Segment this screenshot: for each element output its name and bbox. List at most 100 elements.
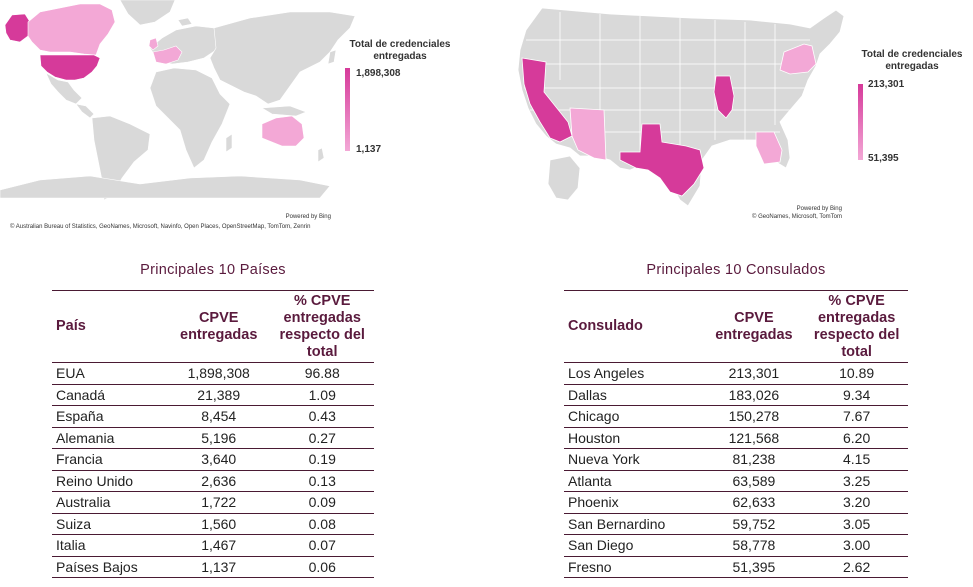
- map-region-illinois[interactable]: [713, 75, 735, 119]
- table-cell-percent: 0.13: [270, 470, 374, 492]
- table-cell-percent: 2.62: [805, 556, 908, 578]
- map-region-new-york[interactable]: [779, 43, 817, 75]
- table-row: San Bernardino 59,752 3.05: [564, 513, 908, 535]
- table-row: Alemania 5,196 0.27: [52, 427, 374, 449]
- column-header-consulado: Consulado: [564, 290, 703, 363]
- map-region-new-zealand[interactable]: [317, 147, 325, 163]
- table-cell-name: Australia: [52, 491, 167, 514]
- table-cell-percent: 6.20: [805, 427, 908, 449]
- world-map: Total de credenciales entregadas 1,898,3…: [0, 0, 451, 230]
- table-cell-percent: 7.67: [805, 405, 908, 428]
- map-region-indonesia[interactable]: [261, 105, 307, 117]
- map-region-usa[interactable]: [39, 54, 101, 81]
- table-cell-cpve: 21,389: [166, 384, 271, 406]
- table-cell-name: Los Angeles: [564, 362, 703, 385]
- table-cell-percent: 0.09: [270, 491, 374, 514]
- table-row: Países Bajos 1,137 0.06: [52, 556, 374, 578]
- powered-by-label: Powered by Bing: [797, 206, 842, 212]
- map-region-georgia[interactable]: [755, 131, 783, 165]
- table-row: Nueva York 81,238 4.15: [564, 448, 908, 471]
- legend-color-ramp: [858, 84, 863, 160]
- table-cell-percent: 9.34: [805, 384, 908, 406]
- table-cell-cpve: 183,026: [702, 384, 806, 406]
- map-region-mexico[interactable]: [45, 72, 83, 105]
- table-cell-cpve: 1,898,308: [166, 362, 271, 385]
- table-row: Los Angeles 213,301 10.89: [564, 362, 908, 385]
- map-region-alaska[interactable]: [4, 13, 31, 43]
- legend-min-label: 51,395: [868, 153, 899, 164]
- table-cell-name: Phoenix: [564, 491, 703, 514]
- table-cell-name: Suiza: [52, 513, 167, 535]
- table-cell-name: San Bernardino: [564, 513, 703, 535]
- table-row: Reino Unido 2,636 0.13: [52, 470, 374, 492]
- usa-states: [517, 7, 845, 207]
- consulados-table-title: Principales 10 Consulados: [646, 262, 826, 278]
- table-cell-name: Canadá: [52, 384, 167, 406]
- map-region-uk[interactable]: [148, 37, 159, 51]
- table-cell-percent: 3.20: [805, 491, 908, 514]
- table-cell-name: Nueva York: [564, 448, 703, 471]
- map-region-texas[interactable]: [619, 123, 705, 197]
- map-region-japan[interactable]: [327, 49, 337, 65]
- table-cell-name: Atlanta: [564, 470, 703, 492]
- map-attribution: © GeoNames, Microsoft, TomTom: [752, 213, 842, 220]
- table-cell-name: Países Bajos: [52, 556, 167, 578]
- table-cell-cpve: 5,196: [166, 427, 271, 449]
- legend-title-line2: entregadas: [885, 61, 939, 72]
- usa-map: Total de credenciales entregadas 213,301…: [517, 7, 963, 220]
- table-cell-percent: 1.09: [270, 384, 374, 406]
- map-region-california[interactable]: [521, 57, 573, 143]
- map-region-central-america[interactable]: [75, 103, 95, 119]
- table-cell-percent: 3.00: [805, 534, 908, 557]
- table-row: España 8,454 0.43: [52, 405, 374, 428]
- map-region-australia[interactable]: [261, 115, 305, 147]
- column-header-porcentaje: % CPVE entregadas respecto del total: [805, 290, 908, 363]
- legend-min-label: 1,137: [356, 144, 381, 155]
- legend-max-label: 213,301: [868, 79, 905, 90]
- world-map-panel: Total de credenciales entregadas 1,898,3…: [0, 0, 480, 240]
- table-header-row: País CPVE entregadas % CPVE entregadas r…: [52, 290, 374, 363]
- table-cell-cpve: 213,301: [702, 362, 806, 385]
- state-borders: [522, 12, 820, 150]
- map-region-western-europe[interactable]: [152, 45, 183, 65]
- legend-title-line2: entregadas: [373, 51, 427, 62]
- table-cell-percent: 0.19: [270, 448, 374, 471]
- world-legend: Total de credenciales entregadas 1,898,3…: [345, 39, 451, 155]
- table-cell-cpve: 121,568: [702, 427, 806, 449]
- map-region-asia[interactable]: [209, 11, 356, 105]
- table-cell-percent: 0.08: [270, 513, 374, 535]
- table-cell-name: Dallas: [564, 384, 703, 406]
- table-cell-cpve: 63,589: [702, 470, 806, 492]
- table-cell-cpve: 59,752: [702, 513, 806, 535]
- table-cell-cpve: 1,560: [166, 513, 271, 535]
- table-cell-cpve: 150,278: [702, 405, 806, 428]
- powered-by-label: Powered by Bing: [286, 214, 331, 220]
- map-region-canada[interactable]: [27, 3, 116, 56]
- column-header-cpve: CPVE entregadas: [166, 290, 271, 363]
- table-cell-percent: 0.43: [270, 405, 374, 428]
- column-header-porcentaje: % CPVE entregadas respecto del total: [270, 290, 374, 363]
- map-region-antarctica[interactable]: [0, 175, 331, 199]
- table-cell-percent: 4.15: [805, 448, 908, 471]
- map-region-madagascar[interactable]: [225, 133, 233, 153]
- table-cell-cpve: 81,238: [702, 448, 806, 471]
- map-region-alaska[interactable]: [547, 155, 581, 201]
- map-region-africa[interactable]: [149, 67, 231, 169]
- table-row: Houston 121,568 6.20: [564, 427, 908, 449]
- table-row: Suiza 1,560 0.08: [52, 513, 374, 535]
- table-row: Fresno 51,395 2.62: [564, 556, 908, 578]
- table-cell-cpve: 51,395: [702, 556, 806, 578]
- usa-legend: Total de credenciales entregadas 213,301…: [858, 49, 963, 164]
- map-region-iceland[interactable]: [177, 17, 193, 27]
- usa-map-panel: Total de credenciales entregadas 213,301…: [490, 0, 973, 230]
- table-cell-cpve: 1,722: [166, 491, 271, 514]
- map-region-arizona[interactable]: [569, 107, 607, 161]
- table-cell-name: Chicago: [564, 405, 703, 428]
- table-row: Chicago 150,278 7.67: [564, 405, 908, 428]
- map-region-greenland[interactable]: [119, 0, 176, 26]
- table-cell-name: Reino Unido: [52, 470, 167, 492]
- consulados-table: Consulado CPVE entregadas % CPVE entrega…: [564, 290, 908, 578]
- column-header-cpve: CPVE entregadas: [702, 290, 806, 363]
- table-cell-name: Fresno: [564, 556, 703, 578]
- legend-color-ramp: [345, 68, 350, 151]
